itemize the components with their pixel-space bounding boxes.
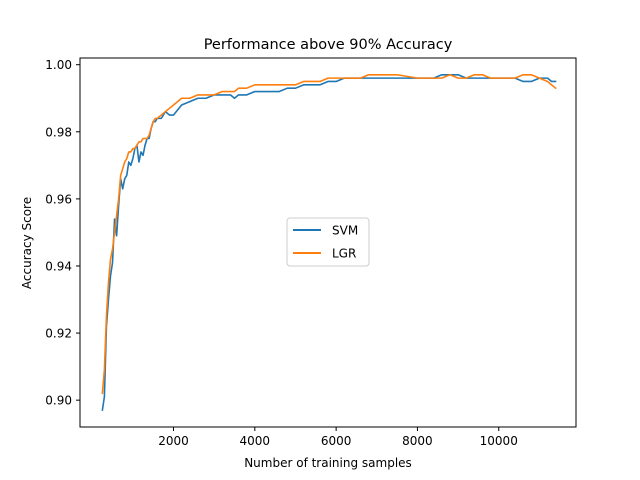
y-axis: 0.90 0.92 0.94 0.96 0.98 1.00 [45,58,80,408]
y-tick-label: 0.90 [45,394,72,408]
y-tick-label: 0.98 [45,125,72,139]
x-tick-label: 2000 [158,434,189,448]
x-tick-label: 4000 [240,434,271,448]
x-tick-label: 10000 [480,434,518,448]
series-line-svm [101,73,557,412]
x-axis: 2000 4000 6000 8000 10000 [158,427,518,448]
y-tick-label: 0.92 [45,327,72,341]
axes-frame [79,57,577,428]
legend-label-lgr: LGR [332,247,356,261]
y-axis-title: Accuracy Score [20,197,34,289]
x-tick-label: 6000 [321,434,352,448]
legend: SVM LGR [286,217,370,267]
y-tick-label: 1.00 [45,58,72,72]
series-line-lgr [101,73,557,395]
legend-label-svm: SVM [332,224,358,238]
chart-title: Performance above 90% Accuracy [204,37,453,53]
x-axis-title: Number of training samples [244,456,412,470]
x-tick-label: 8000 [402,434,433,448]
y-tick-label: 0.94 [45,259,72,273]
y-tick-label: 0.96 [45,192,72,206]
series-layer [101,73,557,412]
